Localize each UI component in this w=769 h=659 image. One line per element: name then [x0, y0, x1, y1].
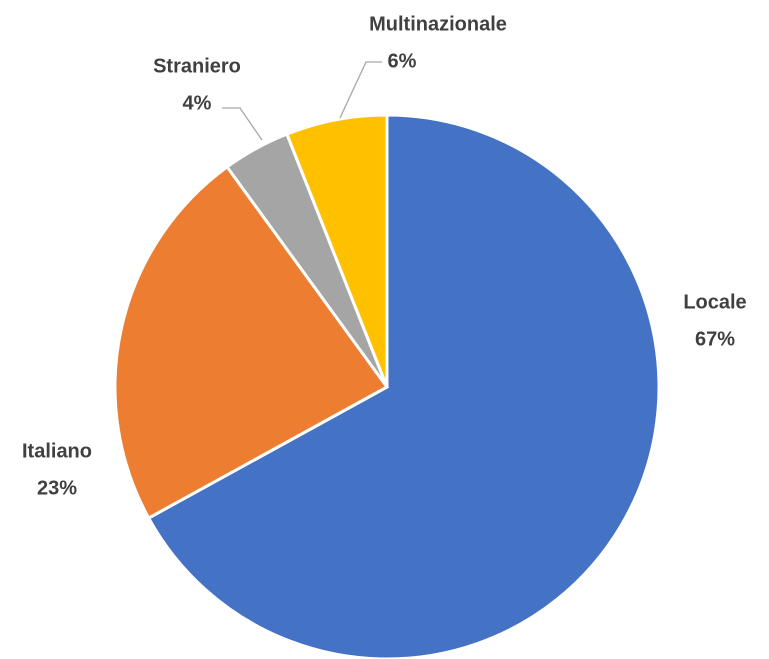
value-label: 67%: [695, 328, 735, 350]
value-label: 4%: [183, 92, 212, 114]
value-label: 23%: [37, 477, 77, 499]
slice-label: Straniero: [153, 55, 241, 77]
value-label: 6%: [388, 50, 417, 72]
pie-slice: [146, 113, 661, 659]
pie: [113, 113, 661, 659]
slice-label: Locale: [683, 291, 746, 313]
pie-slice: [113, 164, 390, 521]
slice-label: Multinazionale: [369, 13, 507, 35]
leader-line: [339, 61, 382, 119]
leader-line: [222, 107, 263, 141]
slice-label: Italiano: [22, 440, 92, 462]
pie-slice: [284, 113, 389, 388]
